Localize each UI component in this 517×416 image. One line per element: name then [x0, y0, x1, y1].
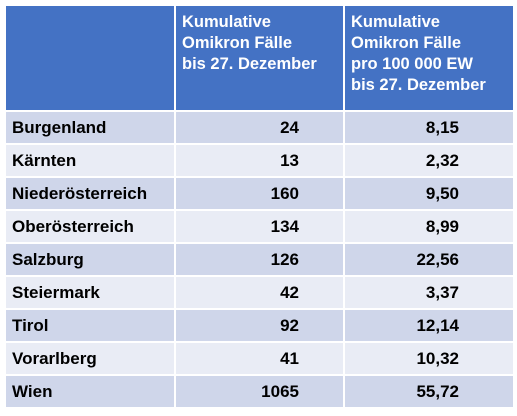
- per100k-cell: 10,32: [343, 341, 515, 376]
- per100k-cell: 3,37: [343, 275, 515, 310]
- table-row: Wien 1065 55,72: [4, 374, 515, 409]
- omicron-table-container: Kumulative Omikron Fälle bis 27. Dezembe…: [4, 4, 515, 412]
- cases-cell: 92: [174, 308, 345, 343]
- region-cell: Salzburg: [4, 242, 176, 277]
- header-line: Kumulative: [182, 13, 271, 31]
- table-row: Niederösterreich 160 9,50: [4, 176, 515, 211]
- per100k-cell: 55,72: [343, 374, 515, 409]
- region-cell: Vorarlberg: [4, 341, 176, 376]
- header-line: bis 27. Dezember: [351, 76, 486, 94]
- table-row: Kärnten 13 2,32: [4, 143, 515, 178]
- cases-cell: 42: [174, 275, 345, 310]
- table-row: Vorarlberg 41 10,32: [4, 341, 515, 376]
- per100k-cell: 22,56: [343, 242, 515, 277]
- header-line: Kumulative: [351, 13, 440, 31]
- region-cell: Oberösterreich: [4, 209, 176, 244]
- cases-cell: 134: [174, 209, 345, 244]
- per100k-cell: 9,50: [343, 176, 515, 211]
- per100k-cell: 2,32: [343, 143, 515, 178]
- cases-cell: 13: [174, 143, 345, 178]
- region-cell: Kärnten: [4, 143, 176, 178]
- omicron-cases-table: Kumulative Omikron Fälle bis 27. Dezembe…: [4, 4, 515, 409]
- header-line: bis 27. Dezember: [182, 55, 317, 73]
- cases-cell: 126: [174, 242, 345, 277]
- header-cell-cases-per-100k: Kumulative Omikron Fälle pro 100 000 EW …: [343, 4, 515, 112]
- region-cell: Tirol: [4, 308, 176, 343]
- cases-cell: 160: [174, 176, 345, 211]
- header-line: pro 100 000 EW: [351, 55, 473, 73]
- table-row: Oberösterreich 134 8,99: [4, 209, 515, 244]
- per100k-cell: 8,15: [343, 110, 515, 145]
- cases-cell: 41: [174, 341, 345, 376]
- cases-cell: 24: [174, 110, 345, 145]
- region-cell: Wien: [4, 374, 176, 409]
- table-row: Burgenland 24 8,15: [4, 110, 515, 145]
- header-cell-empty: [4, 4, 176, 112]
- cases-cell: 1065: [174, 374, 345, 409]
- region-cell: Niederösterreich: [4, 176, 176, 211]
- table-row: Steiermark 42 3,37: [4, 275, 515, 310]
- header-cell-cumulative-cases: Kumulative Omikron Fälle bis 27. Dezembe…: [174, 4, 345, 112]
- region-cell: Burgenland: [4, 110, 176, 145]
- region-cell: Steiermark: [4, 275, 176, 310]
- table-row: Tirol 92 12,14: [4, 308, 515, 343]
- header-line: Omikron Fälle: [182, 34, 293, 52]
- per100k-cell: 12,14: [343, 308, 515, 343]
- table-header-row: Kumulative Omikron Fälle bis 27. Dezembe…: [4, 4, 515, 112]
- header-line: Omikron Fälle: [351, 34, 462, 52]
- per100k-cell: 8,99: [343, 209, 515, 244]
- table-row: Salzburg 126 22,56: [4, 242, 515, 277]
